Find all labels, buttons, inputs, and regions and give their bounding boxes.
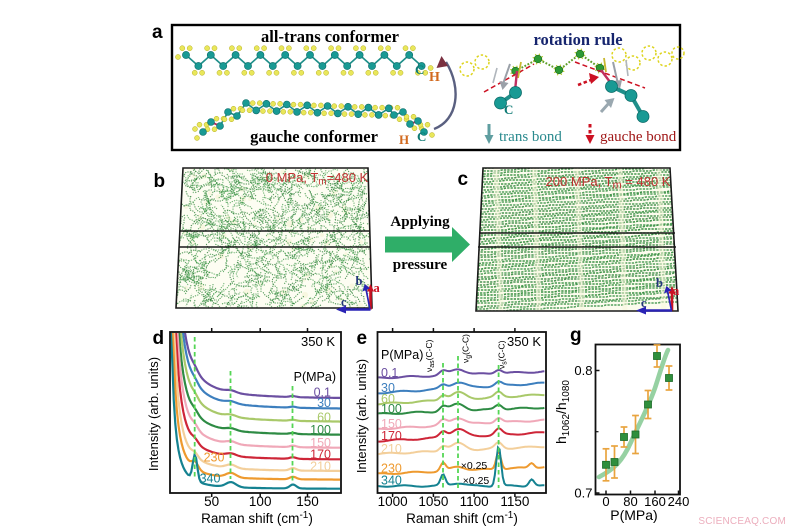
svg-text:170: 170 (381, 429, 402, 443)
svg-text:30: 30 (317, 396, 331, 410)
svg-text:pressure: pressure (393, 257, 448, 273)
svg-text:gauche conformer: gauche conformer (250, 127, 378, 146)
svg-text:200 MPa, Tm = 480 K: 200 MPa, Tm = 480 K (546, 174, 671, 192)
svg-text:1050: 1050 (418, 494, 448, 509)
svg-text:150: 150 (310, 436, 331, 450)
svg-text:0 MPa, Tm=480 K: 0 MPa, Tm=480 K (266, 170, 369, 188)
svg-text:350 K: 350 K (301, 334, 335, 349)
svg-text:100: 100 (310, 423, 331, 437)
svg-text:trans bond: trans bond (499, 129, 562, 145)
svg-text:νg(C-C): νg(C-C) (461, 334, 473, 363)
svg-text:d: d (153, 328, 165, 349)
svg-text:b: b (154, 171, 166, 192)
svg-text:0.1: 0.1 (381, 366, 398, 380)
svg-text:Intensity (arb. units): Intensity (arb. units) (354, 359, 369, 473)
svg-text:100: 100 (381, 402, 402, 416)
svg-text:80: 80 (623, 494, 637, 509)
svg-text:C: C (415, 62, 424, 77)
svg-text:P(MPa): P(MPa) (610, 507, 657, 523)
svg-text:150: 150 (296, 494, 319, 509)
svg-text:1100: 1100 (460, 494, 489, 509)
svg-text:0.7: 0.7 (574, 486, 592, 501)
svg-text:210: 210 (381, 442, 402, 456)
svg-text:C: C (417, 129, 426, 144)
svg-text:c: c (341, 295, 347, 309)
svg-text:rotation rule: rotation rule (533, 30, 622, 49)
svg-text:170: 170 (310, 448, 331, 462)
svg-text:230: 230 (381, 462, 402, 476)
svg-text:1150: 1150 (500, 494, 529, 509)
svg-text:c: c (641, 296, 647, 310)
svg-text:240: 240 (668, 494, 690, 509)
svg-text:Applying: Applying (390, 214, 450, 230)
svg-text:e: e (357, 328, 368, 349)
svg-text:h1062/h1080: h1062/h1080 (553, 380, 572, 444)
svg-text:30: 30 (381, 381, 395, 395)
svg-text:350 K: 350 K (507, 334, 541, 349)
svg-text:c: c (458, 169, 469, 190)
svg-text:160: 160 (644, 494, 666, 509)
svg-text:0.1: 0.1 (314, 386, 331, 400)
svg-text:60: 60 (381, 392, 395, 406)
svg-text:b: b (356, 274, 363, 288)
svg-text:0.8: 0.8 (574, 363, 592, 378)
svg-text:60: 60 (317, 411, 331, 425)
svg-text:a: a (374, 281, 381, 295)
svg-text:νs(C-C): νs(C-C) (497, 340, 509, 369)
svg-text:SCIENCEAQ.COM: SCIENCEAQ.COM (698, 516, 786, 527)
svg-text:a: a (673, 284, 680, 298)
svg-text:Raman shift (cm-1): Raman shift (cm-1) (406, 510, 518, 526)
svg-text:P(MPa): P(MPa) (381, 348, 423, 362)
svg-text:b: b (656, 276, 663, 290)
svg-text:g: g (570, 325, 582, 346)
svg-text:×0.25: ×0.25 (463, 475, 490, 487)
svg-text:50: 50 (204, 494, 219, 509)
svg-text:H: H (399, 132, 409, 147)
svg-text:all-trans conformer: all-trans conformer (261, 27, 399, 46)
svg-text:340: 340 (381, 474, 402, 488)
svg-text:gauche bond: gauche bond (600, 129, 677, 145)
svg-text:Raman shift (cm-1): Raman shift (cm-1) (201, 510, 313, 526)
svg-text:100: 100 (249, 494, 272, 509)
svg-text:340: 340 (200, 472, 221, 486)
svg-text:P(MPa): P(MPa) (294, 370, 336, 384)
svg-text:a: a (152, 22, 163, 43)
svg-text:Intensity (arb. units): Intensity (arb. units) (146, 357, 161, 471)
svg-text:210: 210 (310, 460, 331, 474)
svg-text:150: 150 (381, 417, 402, 431)
svg-text:×0.25: ×0.25 (461, 460, 488, 472)
svg-text:230: 230 (204, 451, 225, 465)
svg-text:0: 0 (602, 494, 609, 509)
svg-text:C: C (504, 102, 513, 117)
svg-text:1000: 1000 (378, 494, 408, 509)
svg-text:H: H (429, 70, 440, 85)
